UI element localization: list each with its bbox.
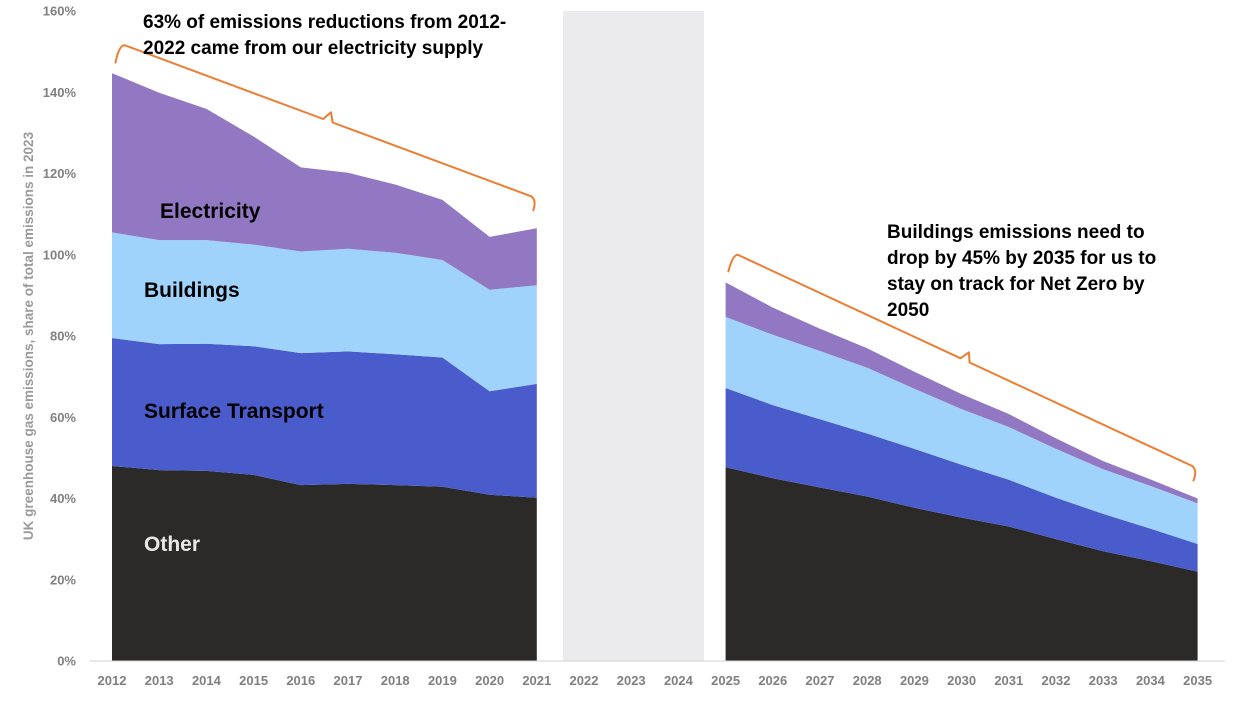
x-tick-2034: 2034	[1136, 673, 1166, 688]
y-axis-ticks: 0% 20% 40% 60% 80% 100% 120% 140% 160%	[43, 4, 77, 669]
y-tick-120: 120%	[43, 166, 77, 181]
x-tick-2024: 2024	[664, 673, 694, 688]
annotation-buildings-line-3: stay on track for Net Zero by	[887, 274, 1145, 295]
x-tick-2021: 2021	[522, 673, 551, 688]
x-tick-2016: 2016	[286, 673, 315, 688]
area-electricity-segment-2	[725, 282, 1198, 504]
x-tick-2027: 2027	[806, 673, 835, 688]
x-axis-ticks: 2012 2013 2014 2015 2016 2017 2018 2019 2020 2021…	[98, 673, 1213, 688]
x-tick-2013: 2013	[145, 673, 174, 688]
y-tick-140: 140%	[43, 85, 77, 100]
annotation-buildings-line-2: drop by 45% by 2035 for us to	[887, 248, 1156, 269]
x-tick-2030: 2030	[947, 673, 976, 688]
series-label-buildings: Buildings	[144, 279, 240, 302]
y-tick-20: 20%	[50, 572, 76, 587]
series-label-electricity: Electricity	[160, 200, 261, 223]
annotation-buildings-line-4: 2050	[887, 300, 929, 321]
x-tick-2025: 2025	[711, 673, 740, 688]
x-tick-2018: 2018	[381, 673, 410, 688]
area-electricity-segment-1	[112, 73, 537, 290]
x-tick-2022: 2022	[570, 673, 599, 688]
area-surface-transport-segment-1	[112, 338, 537, 498]
y-tick-0: 0%	[57, 654, 76, 669]
area-other-segment-2	[725, 467, 1198, 661]
series-areas	[112, 73, 1198, 661]
area-buildings-segment-2	[725, 316, 1198, 544]
x-tick-2020: 2020	[475, 673, 504, 688]
area-surface-transport-segment-2	[725, 388, 1198, 572]
series-label-other: Other	[144, 533, 200, 556]
y-tick-40: 40%	[50, 491, 76, 506]
area-other-segment-1	[112, 466, 537, 661]
y-tick-80: 80%	[50, 329, 76, 344]
x-tick-2023: 2023	[617, 673, 646, 688]
annotation-bracket-2	[727, 253, 1197, 482]
series-label-surface-transport: Surface Transport	[144, 400, 324, 423]
x-tick-2015: 2015	[239, 673, 268, 688]
x-tick-2014: 2014	[192, 673, 222, 688]
area-buildings-segment-1	[112, 232, 537, 392]
x-tick-2032: 2032	[1042, 673, 1071, 688]
x-tick-2029: 2029	[900, 673, 929, 688]
y-tick-100: 100%	[43, 247, 77, 262]
annotation-buildings-line-1: Buildings emissions need to	[887, 222, 1145, 243]
y-axis-label: UK greenhouse gas emissions, share of to…	[21, 131, 36, 540]
annotation-electricity: 63% of emissions reductions from 2012- 2…	[143, 12, 512, 59]
x-tick-2017: 2017	[334, 673, 363, 688]
annotation-buildings: Buildings emissions need to drop by 45% …	[887, 222, 1162, 321]
annotation-electricity-line-1: 63% of emissions reductions from 2012-	[143, 12, 506, 33]
annotation-brackets	[114, 44, 1197, 482]
y-tick-160: 160%	[43, 4, 77, 19]
shaded-gap-period	[563, 11, 704, 661]
x-tick-2026: 2026	[758, 673, 787, 688]
x-tick-2028: 2028	[853, 673, 882, 688]
annotation-bracket-1	[114, 44, 536, 212]
x-tick-2019: 2019	[428, 673, 457, 688]
annotation-electricity-line-2: 2022 came from our electricity supply	[143, 38, 483, 59]
x-tick-2012: 2012	[98, 673, 127, 688]
x-tick-2035: 2035	[1183, 673, 1212, 688]
y-tick-60: 60%	[50, 410, 76, 425]
x-tick-2031: 2031	[994, 673, 1023, 688]
x-tick-2033: 2033	[1089, 673, 1118, 688]
